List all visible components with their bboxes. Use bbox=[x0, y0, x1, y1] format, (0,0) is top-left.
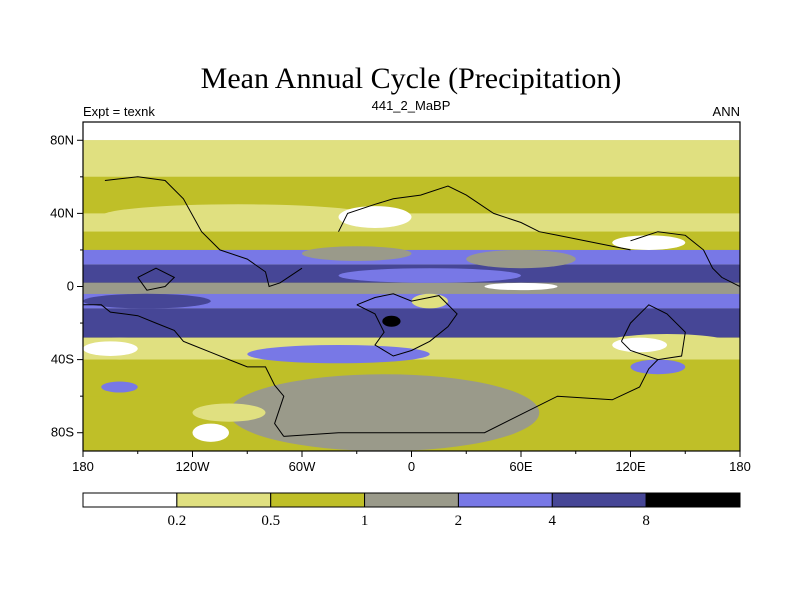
x-tick-label: 180 bbox=[72, 459, 94, 474]
field-patch-15 bbox=[630, 359, 686, 375]
x-tick-label: 0 bbox=[408, 459, 415, 474]
field-patch-1 bbox=[338, 206, 412, 229]
field-band-7 bbox=[83, 282, 740, 294]
field-patch-11 bbox=[612, 337, 667, 353]
center-label: 441_2_MaBP bbox=[372, 98, 451, 113]
y-tick-label: 40S bbox=[51, 352, 74, 367]
field-patch-18 bbox=[192, 403, 266, 422]
y-tick-label: 40N bbox=[50, 205, 74, 220]
precip-field bbox=[83, 122, 740, 451]
colorbar-box-1 bbox=[176, 492, 272, 508]
field-patch-6 bbox=[484, 282, 558, 291]
field-patch-16 bbox=[101, 381, 138, 393]
coastlines bbox=[83, 176, 740, 437]
x-tick-label: 180 bbox=[729, 459, 751, 474]
colorbar-box-4 bbox=[457, 492, 553, 508]
field-patch-13 bbox=[83, 341, 138, 356]
field-patch-4 bbox=[466, 249, 576, 269]
coastline-6 bbox=[137, 267, 176, 291]
colorbar-label: 2 bbox=[455, 513, 463, 529]
x-tick-label: 60E bbox=[509, 459, 532, 474]
colorbar-box-6 bbox=[645, 492, 741, 508]
colorbar-box-5 bbox=[551, 492, 647, 508]
field-patch-14 bbox=[247, 344, 430, 364]
y-tick-label: 0 bbox=[67, 279, 74, 294]
colorbar-box-2 bbox=[270, 492, 366, 508]
field-patch-5 bbox=[338, 268, 521, 283]
right-label: ANN bbox=[713, 104, 740, 119]
x-tick-label: 120W bbox=[176, 459, 211, 474]
colorbar-label: 8 bbox=[642, 513, 650, 529]
field-band-5 bbox=[83, 249, 740, 265]
coastline-4 bbox=[283, 359, 659, 437]
coastline-3 bbox=[356, 293, 458, 357]
field-patch-9 bbox=[382, 315, 401, 327]
coastline-0 bbox=[104, 176, 303, 288]
y-tick-label: 80S bbox=[51, 425, 74, 440]
colorbar-label: 1 bbox=[361, 513, 369, 529]
field-band-4 bbox=[83, 231, 740, 250]
left-label: Expt = texnk bbox=[83, 104, 155, 119]
coastline-2 bbox=[338, 185, 631, 251]
field-band-0 bbox=[83, 122, 740, 141]
colorbar-label: 0.2 bbox=[167, 513, 186, 529]
field-patch-2 bbox=[612, 235, 686, 250]
field-band-11 bbox=[83, 359, 740, 378]
colorbar: 0.2 0.5 1 2 4 8 bbox=[82, 492, 741, 529]
coastline-5 bbox=[620, 304, 686, 361]
field-patch-17 bbox=[229, 374, 540, 451]
x-tick-label: 60W bbox=[289, 459, 316, 474]
y-tick-label: 80N bbox=[50, 132, 74, 147]
x-axis: 180 120W 60W 0 60E 120E 180 bbox=[72, 451, 751, 474]
colorbar-label: 0.5 bbox=[261, 513, 280, 529]
x-tick-label: 120E bbox=[615, 459, 646, 474]
colorbar-box-3 bbox=[364, 492, 459, 508]
chart-title: Mean Annual Cycle (Precipitation) bbox=[201, 62, 622, 95]
y-axis: 80N 40N 0 40S 80S bbox=[50, 132, 83, 440]
coastline-1 bbox=[83, 304, 285, 437]
colorbar-label: 4 bbox=[549, 513, 557, 529]
field-band-1 bbox=[83, 140, 740, 177]
field-patch-3 bbox=[302, 246, 412, 261]
field-patch-19 bbox=[192, 423, 229, 442]
field-patch-0 bbox=[101, 204, 375, 229]
field-patch-8 bbox=[411, 293, 448, 309]
coastline-7 bbox=[630, 231, 740, 287]
field-patch-7 bbox=[83, 293, 211, 309]
colorbar-box-0 bbox=[82, 492, 178, 508]
